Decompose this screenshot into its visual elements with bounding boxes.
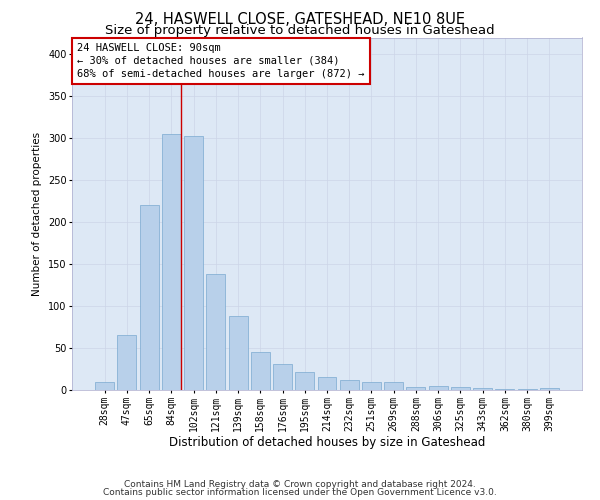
Bar: [384, 382, 403, 390]
Bar: [362, 382, 381, 390]
Bar: [540, 388, 559, 390]
Bar: [229, 316, 248, 390]
Bar: [429, 386, 448, 390]
Bar: [473, 388, 492, 390]
Bar: [273, 364, 292, 390]
Text: Contains HM Land Registry data © Crown copyright and database right 2024.: Contains HM Land Registry data © Crown c…: [124, 480, 476, 489]
X-axis label: Distribution of detached houses by size in Gateshead: Distribution of detached houses by size …: [169, 436, 485, 450]
Bar: [251, 352, 270, 390]
Bar: [206, 274, 225, 390]
Text: 24, HASWELL CLOSE, GATESHEAD, NE10 8UE: 24, HASWELL CLOSE, GATESHEAD, NE10 8UE: [135, 12, 465, 28]
Bar: [184, 136, 203, 390]
Bar: [406, 386, 425, 390]
Bar: [95, 382, 114, 390]
Text: Contains public sector information licensed under the Open Government Licence v3: Contains public sector information licen…: [103, 488, 497, 497]
Bar: [162, 134, 181, 390]
Bar: [340, 380, 359, 390]
Y-axis label: Number of detached properties: Number of detached properties: [32, 132, 42, 296]
Bar: [317, 378, 337, 390]
Text: Size of property relative to detached houses in Gateshead: Size of property relative to detached ho…: [105, 24, 495, 37]
Bar: [518, 389, 536, 390]
Bar: [295, 372, 314, 390]
Bar: [496, 389, 514, 390]
Text: 24 HASWELL CLOSE: 90sqm
← 30% of detached houses are smaller (384)
68% of semi-d: 24 HASWELL CLOSE: 90sqm ← 30% of detache…: [77, 43, 365, 79]
Bar: [451, 388, 470, 390]
Bar: [140, 206, 158, 390]
Bar: [118, 336, 136, 390]
